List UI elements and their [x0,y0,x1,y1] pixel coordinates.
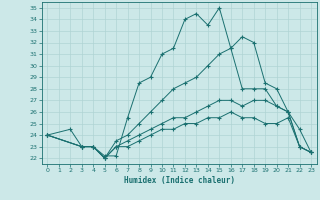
X-axis label: Humidex (Indice chaleur): Humidex (Indice chaleur) [124,176,235,185]
